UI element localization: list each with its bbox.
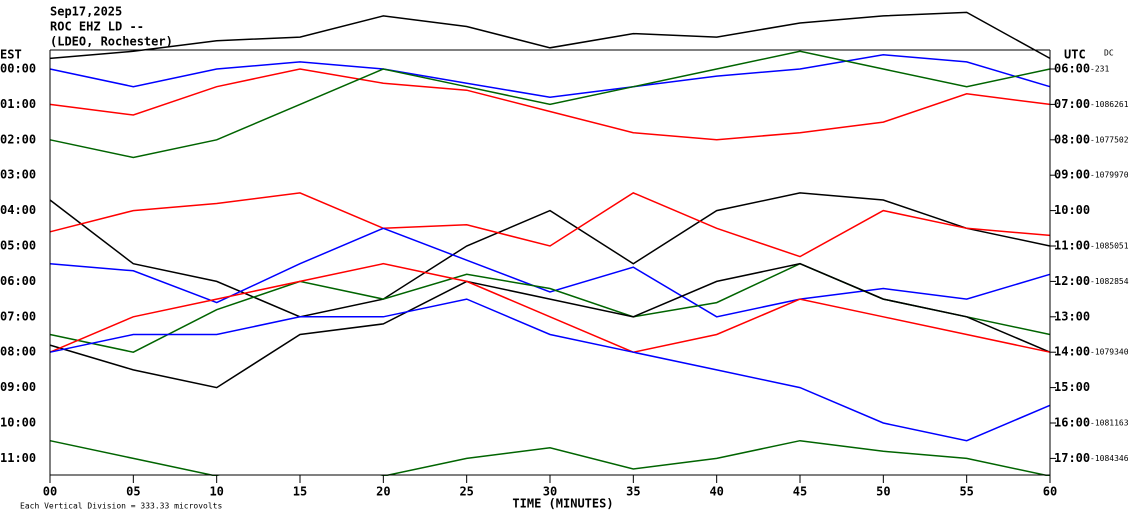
x-tick-label: 05 (126, 485, 140, 499)
x-tick-label: 10 (209, 485, 223, 499)
x-tick-label: 15 (293, 485, 307, 499)
dc-value: -1086261 (1090, 100, 1129, 109)
x-tick-label: 20 (376, 485, 390, 499)
trace (49, 68, 1051, 141)
trace (49, 50, 1051, 159)
dc-value: -1081163 (1090, 419, 1129, 428)
dc-value: -231 (1090, 65, 1109, 74)
est-row-label: 00:00 (0, 62, 36, 76)
est-row-label: 01:00 (0, 97, 36, 111)
est-row-label: 10:00 (0, 416, 36, 430)
x-tick-label: 60 (1043, 485, 1057, 499)
utc-row-label: 11:00 (1054, 239, 1090, 253)
utc-label: UTC (1064, 48, 1086, 62)
utc-row-label: 10:00 (1054, 203, 1090, 217)
subtitle: ROC EHZ LD -- (50, 20, 144, 34)
trace (49, 54, 1051, 99)
trace (49, 262, 1051, 389)
x-tick-label: 25 (459, 485, 473, 499)
utc-row-label: 16:00 (1054, 416, 1090, 430)
est-row-label: 06:00 (0, 274, 36, 288)
dc-value: -1085051 (1090, 242, 1129, 251)
est-row-label: 02:00 (0, 132, 36, 146)
x-tick-label: 30 (543, 485, 557, 499)
title: Sep17,2025 (50, 5, 122, 19)
utc-row-label: 13:00 (1054, 309, 1090, 323)
est-label: EST (0, 48, 22, 62)
est-row-label: 05:00 (0, 239, 36, 253)
dc-value: -1079340 (1090, 348, 1129, 357)
est-row-label: 03:00 (0, 168, 36, 182)
x-tick-label: 55 (959, 485, 973, 499)
station: (LDEO, Rochester) (50, 35, 173, 49)
trace (49, 227, 1051, 318)
dc-value: -1079970 (1090, 171, 1129, 180)
dc-label: DC (1104, 49, 1114, 58)
x-tick-label: 45 (793, 485, 807, 499)
x-tick-label: 00 (43, 485, 57, 499)
est-row-label: 04:00 (0, 203, 36, 217)
utc-row-label: 07:00 (1054, 97, 1090, 111)
dc-value: -1084346 (1090, 454, 1129, 463)
x-tick-label: 35 (626, 485, 640, 499)
x-tick-label: 40 (709, 485, 723, 499)
trace (49, 439, 1051, 476)
utc-row-label: 15:00 (1054, 380, 1090, 394)
utc-row-label: 12:00 (1054, 274, 1090, 288)
utc-row-label: 08:00 (1054, 132, 1090, 146)
trace (49, 192, 1051, 318)
utc-row-label: 06:00 (1054, 62, 1090, 76)
est-row-label: 07:00 (0, 309, 36, 323)
footer: Each Vertical Division = 333.33 microvol… (20, 502, 222, 511)
trace (49, 298, 1051, 442)
est-row-label: 11:00 (0, 451, 36, 465)
trace (49, 11, 1051, 60)
trace (49, 262, 1051, 353)
traces (49, 11, 1051, 476)
utc-row-label: 09:00 (1054, 168, 1090, 182)
trace (49, 192, 1051, 258)
utc-row-label: 17:00 (1054, 451, 1090, 465)
x-axis-label: TIME (MINUTES) (512, 497, 613, 511)
utc-row-label: 14:00 (1054, 345, 1090, 359)
dc-value: -1082854 (1090, 277, 1129, 286)
x-tick-label: 50 (876, 485, 890, 499)
trace (49, 262, 1051, 353)
dc-value: -1077502 (1090, 135, 1129, 144)
est-row-label: 08:00 (0, 345, 36, 359)
est-row-label: 09:00 (0, 380, 36, 394)
